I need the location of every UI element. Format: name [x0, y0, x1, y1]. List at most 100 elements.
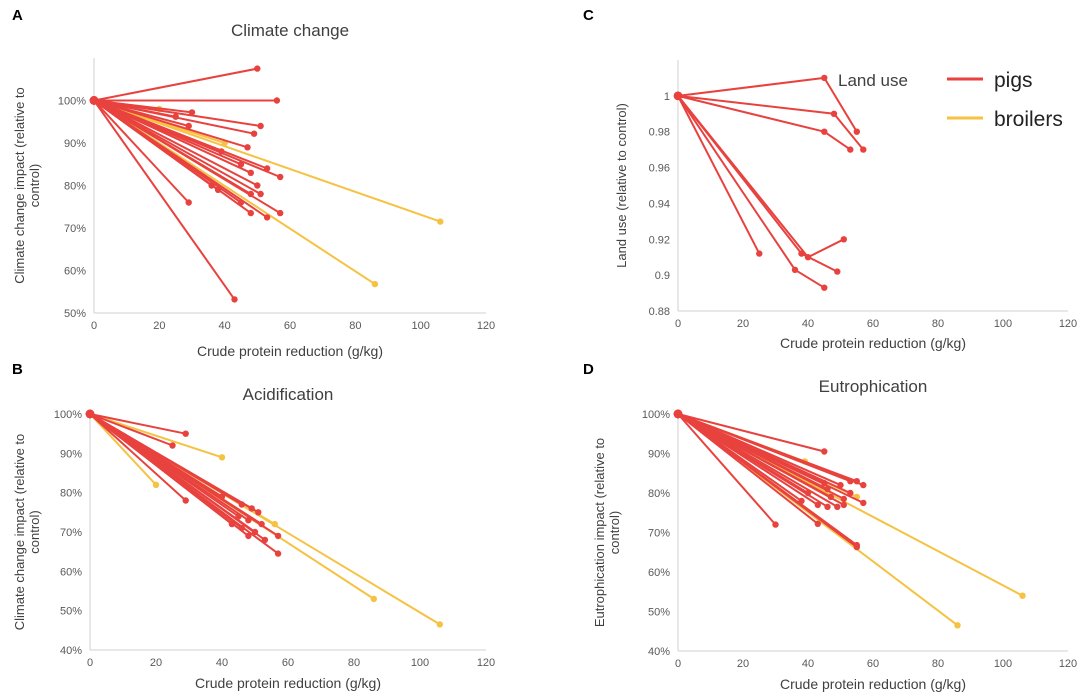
series-line-pigs	[93, 99, 248, 149]
series-line-pigs	[93, 99, 262, 195]
data-point-pigs	[231, 296, 238, 303]
y-tick-label: 100%	[54, 409, 82, 421]
x-tick-label: 60	[867, 658, 879, 670]
panel-a: A Climate change 0 20 40 60 80 100 120 50% 60% 70% 8…	[12, 7, 495, 359]
data-point-pigs	[255, 509, 262, 516]
data-point-broilers	[371, 280, 379, 288]
y-tick-label: 70%	[60, 527, 82, 539]
data-point-pigs	[245, 532, 252, 540]
panel-d: D Eutrophication 0 20 40 60 80 100 120 40% 50% 60% 7…	[583, 361, 1077, 692]
data-point-pigs	[257, 190, 264, 198]
series-line-pigs	[93, 99, 255, 135]
y-tick-label: 0.9	[655, 270, 670, 282]
series-line-pigs	[677, 413, 777, 526]
data-point-pigs	[772, 521, 779, 528]
chart-title: Acidification	[243, 385, 334, 404]
x-tick-label: 0	[675, 318, 681, 330]
series-line-pigs	[93, 99, 236, 300]
data-point-pigs	[821, 74, 828, 82]
data-point-pigs	[840, 501, 847, 509]
x-tick-label: 120	[477, 657, 495, 669]
x-tick-label: 80	[348, 657, 360, 669]
x-tick-label: 20	[737, 318, 749, 330]
x-tick-label: 100	[411, 320, 429, 332]
x-tick-label: 20	[737, 658, 749, 670]
data-point-pigs	[182, 430, 189, 437]
data-point-broilers	[436, 621, 443, 628]
data-point-pigs	[830, 110, 838, 118]
x-tick-label: 120	[1059, 658, 1077, 670]
series-line-pigs	[93, 67, 258, 102]
data-point-pigs	[814, 520, 821, 527]
data-point-broilers	[218, 454, 226, 461]
series-line-pigs	[677, 95, 838, 273]
data-point-pigs	[847, 146, 854, 153]
series-line-pigs	[89, 413, 279, 555]
data-point-pigs	[185, 199, 192, 206]
x-axis-label: Crude protein reduction (g/kg)	[780, 676, 966, 692]
series-line-pigs	[677, 95, 761, 255]
x-tick-label: 40	[802, 658, 814, 670]
legend-label-pigs: pigs	[994, 69, 1033, 92]
legend-label-broilers: broilers	[994, 108, 1063, 131]
series-line-pigs	[93, 99, 268, 219]
x-tick-label: 40	[219, 320, 231, 332]
x-tick-label: 120	[1059, 318, 1077, 330]
data-point-broilers	[437, 218, 444, 225]
data-point-pigs	[277, 209, 284, 217]
y-tick-label: 40%	[648, 646, 670, 658]
data-point-pigs	[834, 503, 841, 510]
y-tick-label: 0.92	[649, 234, 670, 246]
series-line-pigs	[89, 413, 187, 502]
data-point-pigs	[85, 409, 95, 419]
x-axis-label: Crude protein reduction (g/kg)	[197, 343, 383, 359]
series-line-pigs	[93, 99, 252, 174]
series-line-pigs	[93, 99, 281, 178]
x-tick-label: 0	[675, 658, 681, 670]
y-tick-label: 50%	[60, 606, 82, 618]
data-point-pigs	[254, 65, 261, 72]
data-point-pigs	[250, 130, 258, 137]
data-point-pigs	[274, 550, 282, 557]
data-point-pigs	[185, 122, 192, 130]
y-tick-label: 0.96	[649, 163, 670, 175]
data-point-pigs	[247, 169, 254, 176]
series-line-broilers	[89, 413, 157, 486]
x-tick-label: 80	[932, 658, 944, 670]
x-tick-label: 60	[282, 657, 294, 669]
chart-title: Eutrophication	[819, 377, 928, 396]
panel-letter: A	[12, 7, 23, 24]
data-point-pigs	[840, 495, 847, 503]
data-point-pigs	[182, 497, 189, 504]
y-tick-label: 80%	[64, 181, 86, 193]
panel-c: C Land use 0 20 40 60 80 100 120 0.88 0.9 0.92 0.94 0…	[583, 7, 1077, 351]
chart-title: Climate change	[231, 21, 349, 40]
data-point-pigs	[791, 266, 799, 273]
series-line-pigs	[89, 413, 186, 435]
series-line-pigs	[93, 99, 261, 127]
x-tick-label: 0	[87, 657, 93, 669]
x-tick-label: 40	[216, 657, 228, 669]
y-axis-label: Eutrophication impact (relative tocontro…	[592, 438, 622, 627]
data-point-pigs	[824, 503, 831, 510]
series-line-pigs	[677, 95, 845, 259]
data-point-pigs	[860, 499, 867, 507]
x-tick-label: 100	[411, 657, 429, 669]
data-point-pigs	[853, 128, 860, 135]
y-tick-label: 60%	[64, 266, 86, 278]
series-line-pigs	[89, 413, 279, 537]
data-point-pigs	[257, 122, 264, 130]
data-point-pigs	[673, 409, 683, 419]
data-point-pigs	[860, 481, 867, 489]
series-line-pigs	[677, 413, 864, 504]
series-line-pigs	[677, 413, 845, 506]
y-axis-label: Land use (relative to control)	[614, 103, 629, 268]
data-point-pigs	[237, 161, 245, 168]
data-point-pigs	[798, 250, 805, 257]
panel-letter: B	[12, 361, 23, 378]
y-tick-label: 0.94	[649, 198, 670, 210]
y-tick-label: 90%	[64, 138, 86, 150]
y-tick-label: 0.88	[649, 306, 670, 318]
y-tick-label: 80%	[648, 488, 670, 500]
